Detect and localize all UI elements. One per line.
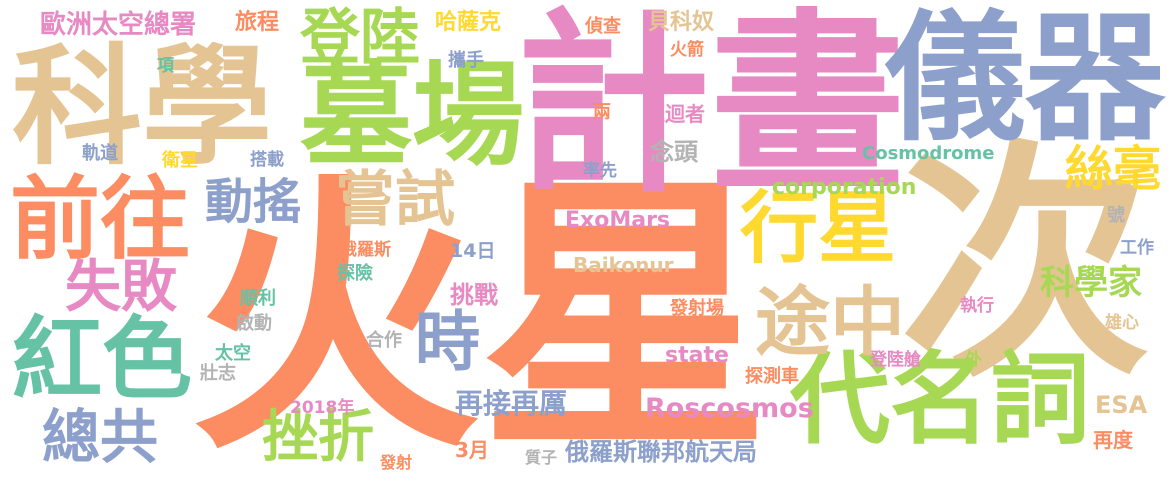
word-deng-lu-cang: 登陸艙 — [870, 350, 921, 370]
word-ke-xue-jia: 科學家 — [1040, 263, 1142, 303]
word-tan-xian: 探險 — [337, 263, 373, 284]
word-russian-federal-space-agency: 俄羅斯聯邦航天局 — [565, 438, 757, 466]
word-shuai-xian: 率先 — [583, 161, 617, 181]
word-zhi-zi: 質子 — [525, 448, 558, 467]
word-cuo-zhe: 挫折 — [262, 405, 374, 470]
word-ji-hua: 計畫 — [515, 0, 905, 219]
word-gong-zuo: 工作 — [1120, 238, 1154, 258]
word-hao: 號 — [1104, 205, 1125, 223]
word-baikonur-zh: 貝科奴 — [648, 10, 715, 35]
word-corporation: corporation — [772, 175, 917, 200]
word-exomars: ExoMars — [565, 208, 671, 233]
word-yi-qi: 儀器 — [885, 0, 1166, 161]
word-3-yue: 3月 — [455, 438, 489, 462]
word-zai-du: 再度 — [1093, 428, 1133, 452]
word-xiong-xin: 雄心 — [1105, 313, 1139, 333]
word-shun-li: 順利 — [240, 288, 276, 309]
word-hong-se: 紅色 — [12, 307, 192, 412]
word-dai-ming-ci: 代名詞 — [790, 341, 1090, 458]
word-nian-tou: 念頭 — [650, 138, 698, 166]
word-xing-xing: 行星 — [740, 184, 897, 274]
word-zong-gong: 總共 — [42, 403, 159, 471]
word-shi-bai: 失敗 — [65, 255, 177, 320]
word-fa-she: 發射 — [380, 453, 413, 472]
word-e-luo-si: 俄羅斯 — [340, 240, 391, 260]
word-xiang: 項 — [157, 56, 174, 76]
word-qi-dong: 啟動 — [236, 313, 272, 334]
word-xun-hui-zhe: 巡迴者 — [645, 102, 705, 126]
word-tan-ce-che: 探測車 — [745, 366, 799, 387]
word-si-hao: 絲毫 — [1065, 141, 1162, 197]
word-wai: 外 — [965, 350, 982, 370]
word-xie-shou: 攜手 — [448, 50, 484, 71]
word-deng-lu: 登陸 — [300, 3, 420, 73]
word-huo-jian: 火箭 — [670, 40, 704, 60]
word-mu-chang: 墓場 — [300, 51, 524, 181]
word-shi: 時 — [415, 305, 481, 380]
word-chang-shi: 嘗試 — [335, 165, 455, 235]
word-gui-dao: 軌道 — [82, 143, 118, 164]
word-esa-full: 歐洲太空總署 — [40, 10, 197, 40]
word-lv-cheng: 旅程 — [235, 10, 280, 35]
word-14-ri: 14日 — [450, 240, 496, 262]
word-state: state — [665, 343, 729, 368]
word-liang: 兩 — [593, 102, 611, 123]
word-huo-xing: 火星 — [190, 151, 770, 482]
word-dong-yao: 動搖 — [205, 174, 302, 230]
word-ci: 次 — [900, 119, 1150, 410]
word-tu-zhong: 途中 — [755, 278, 906, 366]
word-cosmodrome: Cosmodrome — [862, 143, 995, 164]
word-roscosmos: Roscosmos — [645, 393, 814, 424]
word-zhuang-zhi: 壯志 — [200, 363, 236, 384]
word-esa: ESA — [1095, 391, 1148, 419]
word-ke-xue: 科學 — [12, 31, 273, 183]
word-qian-wang: 前往 — [10, 167, 190, 272]
word-zhi-xing: 執行 — [960, 296, 994, 316]
word-kazakhstan: 哈薩克 — [435, 10, 502, 35]
word-he-zuo: 合作 — [366, 330, 402, 351]
word-da-zai: 搭載 — [250, 150, 284, 170]
word-zai-jie-zai-li: 再接再厲 — [455, 387, 568, 420]
word-zhen-cha: 偵查 — [585, 16, 621, 37]
word-baikonur: Baikonur — [573, 253, 674, 277]
word-wei-xing: 衛星 — [162, 150, 198, 171]
word-tai-kong: 太空 — [215, 343, 251, 364]
word-fa-she-chang: 發射場 — [670, 298, 724, 319]
word-tiao-zhan: 挑戰 — [450, 281, 498, 309]
word-2018: 2018年 — [290, 398, 355, 418]
